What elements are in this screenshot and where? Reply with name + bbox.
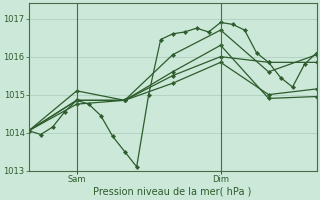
X-axis label: Pression niveau de la mer( hPa ): Pression niveau de la mer( hPa ) (93, 187, 252, 197)
